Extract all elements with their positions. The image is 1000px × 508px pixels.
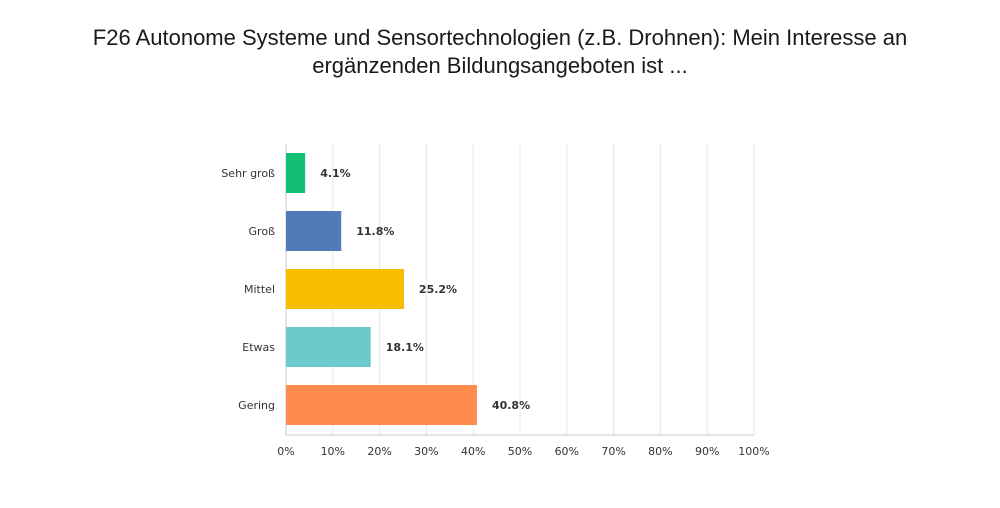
x-tick-label: 60% [555, 445, 579, 458]
value-label: 18.1% [386, 341, 424, 354]
value-label: 25.2% [419, 283, 457, 296]
x-tick-label: 10% [321, 445, 345, 458]
x-tick-label: 0% [277, 445, 294, 458]
category-label: Groß [249, 225, 276, 238]
bar [286, 385, 477, 425]
x-tick-label: 90% [695, 445, 719, 458]
category-label: Etwas [242, 341, 275, 354]
bar [286, 211, 342, 251]
labels: 0% 10% 20% 30% 40% 50% 60% 70% 80% 90% 100% Sehr gr… [221, 167, 769, 458]
x-tick-label: 80% [648, 445, 672, 458]
x-tick-label: 30% [414, 445, 438, 458]
x-tick-label: 20% [367, 445, 391, 458]
bar [286, 153, 306, 193]
value-label: 11.8% [356, 225, 394, 238]
category-label: Sehr groß [221, 167, 275, 180]
value-label: 40.8% [492, 399, 530, 412]
chart-title: F26 Autonome Systeme und Sensortechnolog… [92, 25, 908, 78]
bar [286, 269, 404, 309]
x-tick-label: 50% [508, 445, 532, 458]
bars [286, 153, 477, 425]
category-label: Gering [238, 399, 275, 412]
bar [286, 327, 371, 367]
category-label: Mittel [244, 283, 275, 296]
x-tick-label: 100% [738, 445, 769, 458]
value-label: 4.1% [320, 167, 351, 180]
x-tick-label: 40% [461, 445, 485, 458]
x-tick-label: 70% [601, 445, 625, 458]
